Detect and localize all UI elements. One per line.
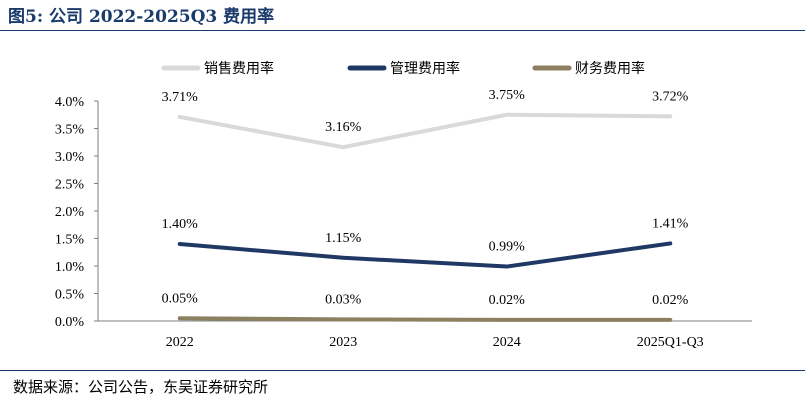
data-label: 0.99% [489,240,526,255]
data-label: 3.71% [162,90,199,105]
y-tick-label: 3.0% [55,150,85,165]
x-tick-label: 2025Q1-Q3 [637,335,704,350]
chart-title: 图5: 公司 2022-2025Q3 费用率 [8,7,275,27]
y-tick-label: 1.0% [55,260,85,275]
line-chart: 销售费用率 管理费用率 财务费用率 0.0% 0.5% 1.0% 1.5% 2.0% 2.5%… [55,60,752,350]
series-line [177,241,673,269]
legend-label: 销售费用率 [204,60,274,77]
data-label: 3.16% [325,120,362,135]
data-label: 0.02% [652,293,689,308]
x-tick-label: 2023 [329,335,357,350]
y-tick-label: 4.0% [55,95,85,110]
y-tick-label: 2.0% [55,205,85,220]
data-label: 0.03% [325,292,362,307]
legend-label: 财务费用率 [575,60,645,77]
bottom-rule [0,370,805,371]
data-label: 3.72% [652,89,689,104]
y-tick-label: 0.0% [55,315,85,330]
series-line [177,112,673,150]
y-tick-label: 1.5% [55,233,85,248]
legend-label: 管理费用率 [390,60,460,77]
top-rule [0,30,805,31]
x-tick-label: 2024 [493,335,521,350]
data-label: 1.15% [325,231,362,246]
series-layer [177,112,673,322]
y-tick-label: 3.5% [55,123,85,138]
y-tick-label: 0.5% [55,288,85,303]
x-tick-label: 2022 [166,335,194,350]
data-label: 1.40% [162,217,199,232]
data-label: 0.05% [162,291,199,306]
data-labels: 3.71% 3.16% 3.75% 3.72% 1.40% 1.15% 0.99% 1.41%… [162,88,689,308]
y-tick-label: 2.5% [55,178,85,193]
legend: 销售费用率 管理费用率 财务费用率 [161,60,645,77]
data-label: 0.02% [489,293,526,308]
data-label: 3.75% [489,88,526,103]
series-line [177,316,673,322]
data-label: 1.41% [652,216,689,231]
source-note: 数据来源：公司公告，东吴证券研究所 [13,378,269,396]
